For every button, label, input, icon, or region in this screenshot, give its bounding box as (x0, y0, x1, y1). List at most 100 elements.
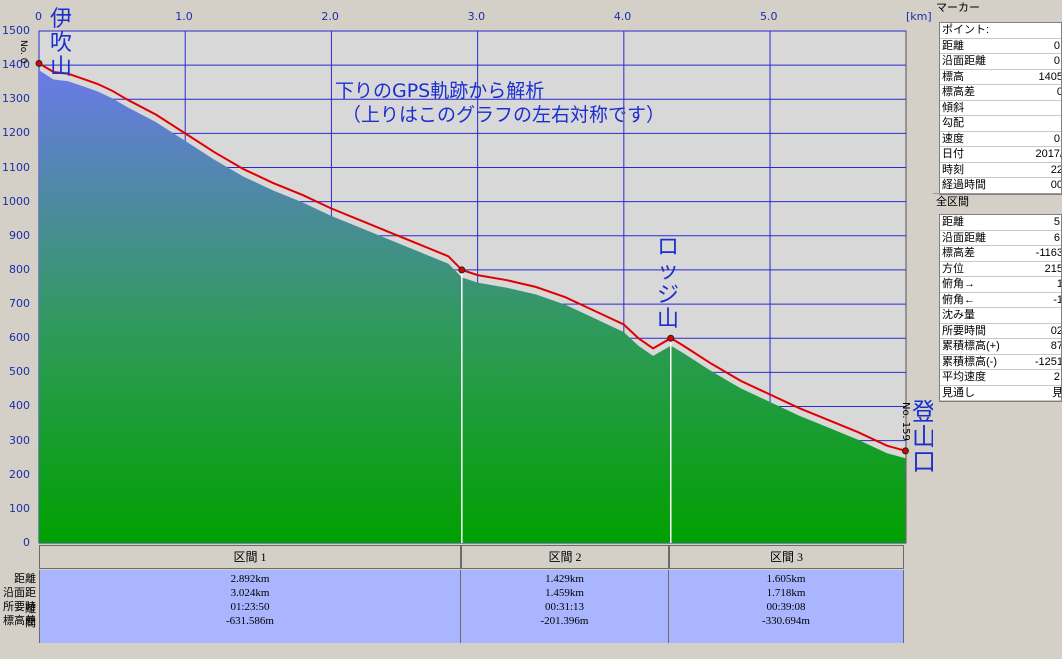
section-label: 沿面距離 (942, 231, 986, 244)
segment-marker[interactable] (667, 334, 675, 342)
marker-label: ポイント: (942, 24, 990, 36)
row-label-duration: 所要時間 (3, 601, 36, 629)
section-value: 215 (1044, 262, 1061, 275)
section-label: 累積標高(+) (942, 340, 1000, 352)
segment-3-duration: 00:39:08 (766, 601, 806, 613)
marker-row: 日付 2017/ (940, 147, 1061, 163)
segment-2-elevation-diff: -201.396m (540, 615, 589, 627)
section-value: 見 (1052, 386, 1061, 400)
segment-2-surface-distance: 1.459km (545, 587, 584, 599)
marker-value: 0. (1053, 132, 1061, 145)
segment-3-distance: 1.605km (766, 573, 806, 585)
marker-row: 標高差 0 (940, 85, 1061, 101)
y-tick-label: 1300 (2, 92, 30, 106)
marker-label: 標高差 (942, 86, 975, 98)
marker-panel-title: マーカー (936, 2, 980, 14)
section-label: 標高差 (942, 247, 975, 259)
segment-3-header[interactable]: 区間 3 (669, 545, 904, 569)
section-row: 沿面距離 6. (940, 231, 1061, 246)
marker-row: 沿面距離 0. (940, 54, 1061, 70)
y-tick-label: 900 (9, 228, 30, 242)
segment-3-elevation-diff: -330.694m (762, 615, 810, 627)
y-tick-label: 100 (9, 501, 30, 515)
segment-1-values: 2.892km 3.024km 01:23:50 -631.586m (39, 570, 461, 643)
segment-1-surface-distance: 3.024km (230, 587, 270, 599)
row-label-distance: 距離 (14, 573, 36, 585)
segment-marker[interactable] (458, 266, 466, 274)
segment-1-duration: 01:23:50 (230, 601, 270, 613)
marker-label: 経過時間 (942, 179, 986, 191)
segment-3-values: 1.605km 1.718km 00:39:08 -330.694m (669, 570, 904, 643)
marker-label: 沿面距離 (942, 55, 986, 67)
segment-table: 距離 沿面距離 所要時間 標高差 区間 1 区間 2 区間 3 2.892km … (0, 545, 904, 643)
x-unit-label: [km] (906, 10, 932, 23)
section-row: 方位 215 (940, 262, 1061, 277)
segment-2-values: 1.429km 1.459km 00:31:13 -201.396m (461, 570, 669, 643)
section-value: 1 (1057, 277, 1061, 291)
y-tick-label: 200 (9, 467, 30, 481)
marker-row: 距離 0. (940, 39, 1061, 54)
marker-value: 22 (1050, 163, 1061, 176)
section-row: 沈み量 (940, 308, 1061, 324)
label-lodge: ロッジ山 (657, 235, 680, 332)
marker-row: 傾斜 (940, 101, 1061, 116)
y-tick-label: 1000 (2, 194, 30, 208)
marker-label: 時刻 (942, 163, 964, 176)
segment-marker[interactable] (901, 447, 909, 455)
segment-1-elevation-diff: -631.586m (226, 615, 274, 627)
marker-value: 00 (1050, 179, 1061, 191)
section-value: 02 (1050, 324, 1061, 337)
section-row: 累積標高(+) 87 (940, 339, 1061, 355)
x-tick-label: 5.0 (760, 10, 778, 23)
label-trailhead: 登山口 (912, 398, 936, 476)
note-line-2: （上りはこのグラフの左右対称です） (342, 104, 666, 126)
marker-row: 速度 0. (940, 132, 1061, 147)
section-row: 俯角← -1 (940, 293, 1061, 308)
y-tick-label: 500 (9, 365, 30, 379)
marker-label: 標高 (942, 70, 964, 83)
y-tick-label: 600 (9, 331, 30, 345)
section-value: -1 (1053, 293, 1061, 306)
section-label: 距離 (942, 216, 964, 228)
point-label-start: No. 0 (18, 40, 28, 64)
segment-marker[interactable] (35, 59, 43, 67)
x-tick-label: 2.0 (321, 10, 339, 23)
section-label: 俯角→ (942, 278, 975, 290)
marker-value: 0. (1053, 55, 1061, 67)
y-tick-label: 300 (9, 433, 30, 447)
x-tick-label: 4.0 (613, 10, 632, 23)
y-tick-label: 1500 (2, 24, 30, 37)
section-value: -1251 (1034, 355, 1061, 368)
marker-label: 速度 (942, 132, 964, 145)
x-tick-label: 0 (35, 10, 42, 23)
y-tick-label: 1100 (2, 160, 30, 174)
section-value: 87 (1050, 340, 1061, 352)
marker-value: 0 (1057, 85, 1061, 99)
row-label-surface-distance: 沿面距離 (3, 587, 36, 615)
marker-value: 0. (1053, 39, 1061, 52)
segment-2-header[interactable]: 区間 2 (461, 545, 669, 569)
section-label: 所要時間 (942, 324, 986, 337)
section-label: 累積標高(-) (942, 355, 997, 368)
section-row: 標高差 -1163 (940, 246, 1061, 262)
section-panel-title: 全区間 (933, 193, 1062, 209)
section-row: 所要時間 02 (940, 324, 1061, 339)
section-row: 平均速度 2. (940, 370, 1061, 386)
segment-2-duration: 00:31:13 (544, 601, 585, 613)
row-label-elevation-diff: 標高差 (3, 615, 36, 627)
segment-1-header[interactable]: 区間 1 (39, 545, 461, 569)
marker-row: 経過時間 00 (940, 178, 1061, 194)
section-value: 5. (1053, 216, 1061, 228)
elevation-area (39, 70, 906, 544)
section-value: 2. (1053, 371, 1061, 383)
marker-row: 標高 1405 (940, 70, 1061, 85)
section-row: 累積標高(-) -1251 (940, 355, 1061, 370)
section-value: 6. (1053, 231, 1061, 244)
note-line-1: 下りのGPS軌跡から解析 (335, 80, 545, 102)
marker-value: 1405 (1038, 70, 1061, 83)
segment-3-surface-distance: 1.718km (766, 587, 806, 599)
